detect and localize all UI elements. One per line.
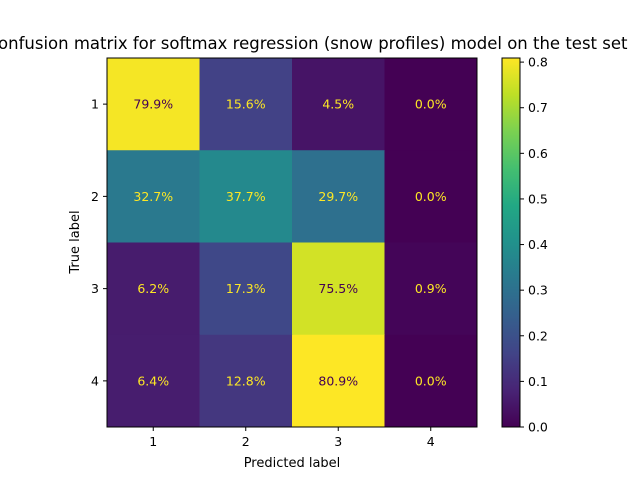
colorbar-tick-label: 0.1 — [528, 374, 548, 389]
cell-value-label: 37.7% — [226, 189, 266, 204]
heatmap-cell — [292, 334, 385, 428]
y-tick-label: 1 — [91, 97, 99, 112]
x-tick-label: 1 — [149, 434, 157, 449]
heatmap-cell-labels: 79.9% 15.6% 4.5% 0.0% 32.7% 37.7% 29.7% 0.0% 6.2… — [133, 97, 446, 389]
colorbar-tick-label: 0.0 — [528, 420, 548, 435]
cell-value-label: 4.5% — [322, 97, 354, 112]
heatmap-cell — [107, 58, 200, 151]
colorbar-tick-label: 0.2 — [528, 328, 548, 343]
heatmap-cell — [199, 334, 293, 428]
colorbar-tick-label: 0.7 — [528, 100, 548, 115]
heatmap-cell — [107, 242, 200, 336]
heatmap-cell — [292, 58, 385, 151]
colorbar-tick-label: 0.4 — [528, 237, 548, 252]
colorbar — [501, 57, 521, 428]
y-axis-ticks: 1 2 3 4 — [91, 97, 107, 388]
cell-value-label: 6.4% — [137, 373, 169, 388]
plot-frame — [106, 57, 478, 428]
chart-title: Confusion matrix for softmax regression … — [0, 34, 628, 53]
heatmap-cell — [199, 58, 293, 151]
colorbar-tick-label: 0.5 — [528, 191, 548, 206]
cell-value-label: 75.5% — [318, 281, 358, 296]
heatmap-cell — [107, 150, 200, 243]
colorbar-tick-label: 0.3 — [528, 283, 548, 298]
heatmap-cell — [384, 58, 478, 151]
cell-value-label: 29.7% — [318, 189, 358, 204]
heatmap-cell — [199, 150, 293, 243]
cell-value-label: 0.9% — [415, 281, 447, 296]
colorbar-tick-label: 0.8 — [528, 55, 548, 70]
cell-value-label: 80.9% — [318, 373, 358, 388]
y-tick-label: 3 — [91, 281, 99, 296]
cell-value-label: 0.0% — [415, 373, 447, 388]
y-tick-label: 4 — [91, 373, 99, 388]
x-axis-label: Predicted label — [244, 456, 341, 471]
y-tick-label: 2 — [91, 189, 99, 204]
y-axis-label: True label — [68, 210, 83, 274]
cell-value-label: 79.9% — [133, 97, 173, 112]
x-tick-label: 2 — [242, 434, 250, 449]
x-tick-label: 3 — [334, 434, 342, 449]
cell-value-label: 32.7% — [133, 189, 173, 204]
cell-value-label: 15.6% — [226, 97, 266, 112]
colorbar-tick-label: 0.6 — [528, 146, 548, 161]
x-tick-label: 4 — [427, 434, 435, 449]
cell-value-label: 17.3% — [226, 281, 266, 296]
cell-value-label: 0.0% — [415, 97, 447, 112]
heatmap-cell — [199, 242, 293, 336]
heatmap-cell — [384, 242, 478, 336]
heatmap-cell — [292, 150, 385, 243]
cell-value-label: 0.0% — [415, 189, 447, 204]
heatmap-cell — [107, 334, 200, 428]
cell-value-label: 6.2% — [137, 281, 169, 296]
heatmap-cell — [292, 242, 385, 336]
heatmap-cell — [384, 334, 478, 428]
heatmap-cells — [107, 58, 478, 428]
colorbar-ticks: 0.0 0.1 0.2 0.3 0.4 0.5 0.6 0.7 0.8 — [520, 55, 548, 435]
cell-value-label: 12.8% — [226, 373, 266, 388]
x-axis-ticks: 1 2 3 4 — [149, 427, 435, 449]
heatmap-cell — [384, 150, 478, 243]
